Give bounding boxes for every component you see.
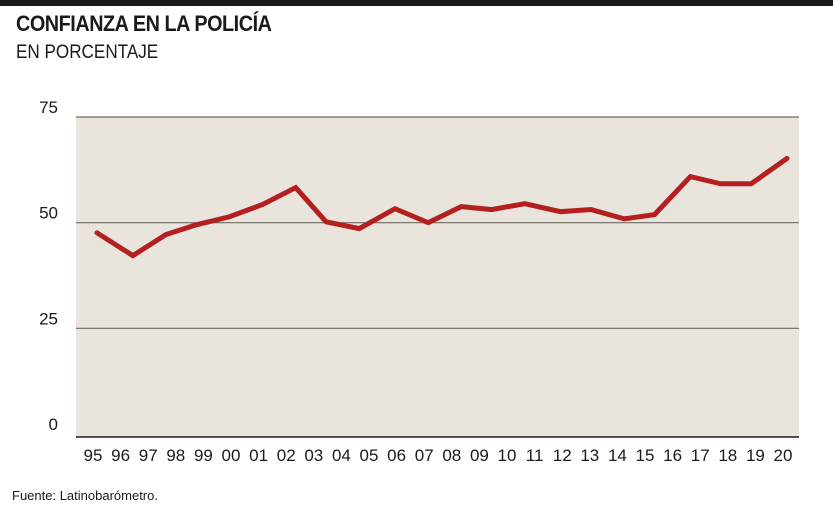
x-tick-label: 05 bbox=[360, 446, 379, 465]
y-tick-label: 25 bbox=[39, 309, 58, 328]
x-tick-label: 11 bbox=[526, 446, 544, 465]
plot-background bbox=[76, 117, 799, 437]
x-tick-label: 15 bbox=[636, 446, 655, 465]
x-tick-label: 12 bbox=[553, 446, 572, 465]
x-tick-label: 02 bbox=[277, 446, 296, 465]
y-tick-label: 75 bbox=[39, 98, 58, 117]
x-tick-label: 98 bbox=[166, 446, 185, 465]
x-tick-label: 01 bbox=[249, 446, 268, 465]
x-tick-label: 97 bbox=[139, 446, 158, 465]
x-tick-label: 09 bbox=[470, 446, 489, 465]
y-tick-label: 0 bbox=[49, 415, 58, 434]
chart-title: CONFIANZA EN LA POLICÍA bbox=[16, 11, 272, 36]
x-tick-label: 14 bbox=[608, 446, 627, 465]
x-tick-label: 19 bbox=[746, 446, 765, 465]
x-tick-label: 18 bbox=[718, 446, 737, 465]
x-tick-label: 13 bbox=[580, 446, 599, 465]
chart-subtitle: EN PORCENTAJE bbox=[16, 42, 159, 63]
x-tick-label: 99 bbox=[194, 446, 213, 465]
x-tick-label: 95 bbox=[84, 446, 103, 465]
x-tick-label: 20 bbox=[774, 446, 793, 465]
x-tick-label: 07 bbox=[415, 446, 434, 465]
x-tick-label: 96 bbox=[111, 446, 130, 465]
x-tick-label: 00 bbox=[222, 446, 241, 465]
x-tick-label: 03 bbox=[304, 446, 323, 465]
top-rule bbox=[0, 0, 833, 6]
series-line bbox=[94, 155, 790, 259]
x-tick-label: 16 bbox=[663, 446, 682, 465]
chart-source: Fuente: Latinobarómetro. bbox=[12, 488, 158, 503]
x-tick-label: 17 bbox=[691, 446, 710, 465]
x-tick-label: 10 bbox=[498, 446, 517, 465]
y-tick-label: 50 bbox=[39, 204, 58, 223]
x-tick-label: 04 bbox=[332, 446, 351, 465]
x-tick-label: 08 bbox=[442, 446, 461, 465]
x-tick-label: 06 bbox=[387, 446, 406, 465]
